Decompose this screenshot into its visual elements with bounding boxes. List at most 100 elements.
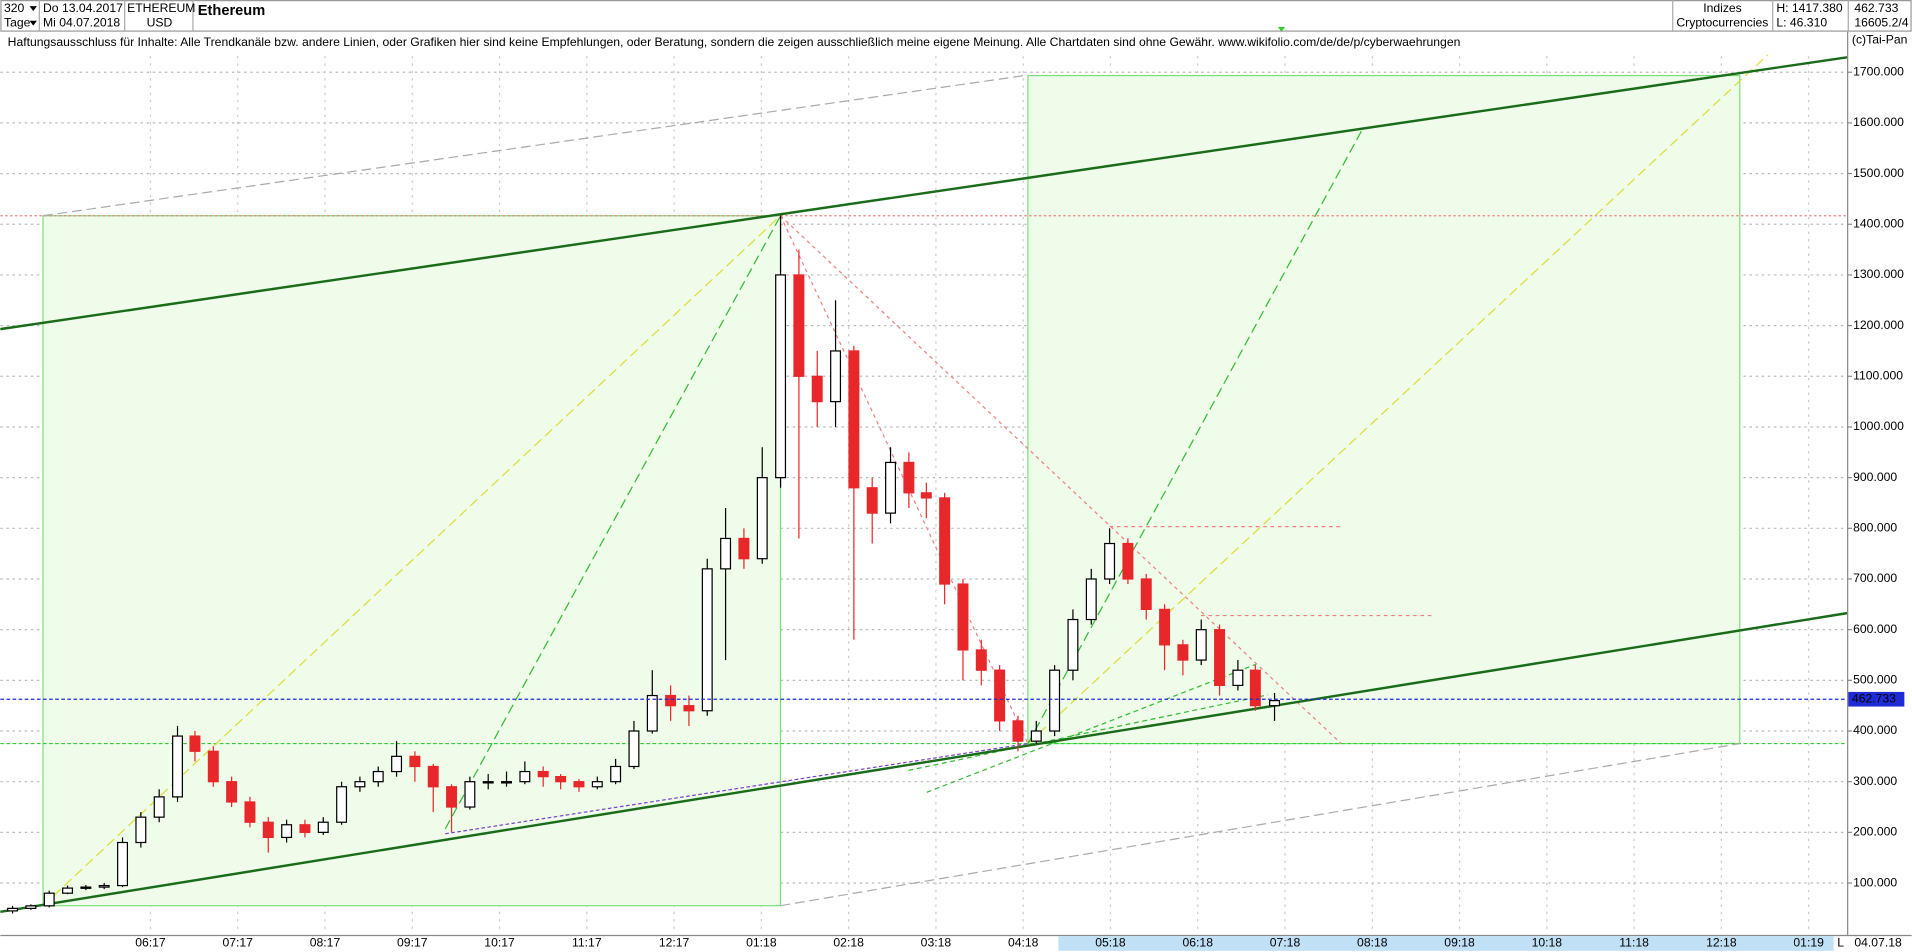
dline <box>42 215 781 907</box>
candle-body <box>1232 669 1244 687</box>
high: H: 1417.380 <box>1776 1 1843 15</box>
candle-body <box>391 755 403 773</box>
box <box>1027 74 1741 745</box>
candle-body <box>1067 618 1079 671</box>
dline <box>926 663 1257 793</box>
dline <box>42 74 1025 217</box>
volume: 16605.2/4 <box>1854 15 1908 29</box>
candle-body <box>646 694 658 732</box>
x-tick-label: 10:17 <box>484 936 515 950</box>
candle-body <box>1177 644 1189 661</box>
candle-body <box>519 770 531 783</box>
x-tick-label: 01:18 <box>746 936 777 950</box>
copyright: (c)Tai-Pan <box>1852 32 1907 46</box>
candle-body <box>1122 542 1134 580</box>
candle-body <box>117 841 129 887</box>
candle-body <box>866 487 878 514</box>
y-tick-label: 100.000 <box>1853 875 1897 889</box>
x-tick-label: 05:18 <box>1095 936 1126 950</box>
market: Cryptocurrencies <box>1676 15 1768 29</box>
candle-body <box>207 750 219 783</box>
currency: USD <box>147 15 173 29</box>
candle-body <box>1104 542 1116 580</box>
candle-body <box>1049 669 1061 732</box>
period[interactable]: 320 <box>4 1 25 15</box>
candle-body <box>80 886 92 889</box>
candle-body <box>1030 730 1042 742</box>
candle-body <box>665 694 677 707</box>
candle-body <box>555 776 567 783</box>
candle-body <box>501 781 513 784</box>
start-date: Do 13.04.2017 <box>43 1 123 15</box>
y-tick-label: 500.000 <box>1853 673 1897 687</box>
y-tick-label: 600.000 <box>1853 622 1897 636</box>
x-tick-label: 06:17 <box>135 936 166 950</box>
dline <box>908 694 1269 771</box>
candle-body <box>610 765 622 783</box>
end-date: Mi 04.07.2018 <box>43 15 120 29</box>
candle-body <box>153 796 165 818</box>
last: 462.733 <box>1854 1 1898 15</box>
candle-body <box>1012 720 1024 742</box>
drawings <box>0 54 1848 913</box>
candle-body <box>1140 578 1152 611</box>
low: L: 46.310 <box>1776 15 1827 29</box>
x-tick-label: 09:18 <box>1444 936 1475 950</box>
candle-body <box>43 892 55 907</box>
candle-body <box>793 274 805 377</box>
header: 320 Tage Do 13.04.2017 Mi 04.07.2018 ETH… <box>0 0 1912 32</box>
x-tick-label: 04:18 <box>1008 936 1039 950</box>
unit[interactable]: Tage <box>4 15 31 29</box>
y-tick-label: 1500.000 <box>1853 166 1904 180</box>
x-tick-label: 08:18 <box>1357 936 1388 950</box>
candle-body <box>244 801 256 823</box>
x-tick-label: 09:17 <box>397 936 428 950</box>
candle-body <box>957 583 969 651</box>
candle-body <box>591 781 603 788</box>
y-tick-label: 900.000 <box>1853 470 1897 484</box>
y-tick-label: 300.000 <box>1853 774 1897 788</box>
header-bar <box>0 0 1912 32</box>
x-tick-label: 10:18 <box>1532 936 1563 950</box>
x-tick-label: 08:17 <box>310 936 341 950</box>
candle-body <box>573 781 585 788</box>
y-tick-label: 1000.000 <box>1853 419 1904 433</box>
candle-body <box>738 537 750 560</box>
candle-body <box>189 735 201 752</box>
candle-body <box>299 824 311 833</box>
x-tick-label: 12:18 <box>1706 936 1737 950</box>
candle-body <box>1085 578 1097 621</box>
x-tick-label: 12:17 <box>659 936 690 950</box>
candle-body <box>317 821 329 833</box>
last-price-box <box>1848 691 1905 707</box>
candle-body <box>848 350 860 489</box>
candle-body <box>354 781 366 788</box>
x-tick-label: 06:18 <box>1183 936 1214 950</box>
candle-body <box>701 568 713 712</box>
candle-body <box>885 461 897 514</box>
dropdown-arrow[interactable] <box>29 20 37 26</box>
x-tick-label: 11:18 <box>1619 936 1649 950</box>
candle-body <box>446 786 458 808</box>
candle-body <box>427 765 439 788</box>
date-short: 04.07.18 <box>1854 936 1902 950</box>
trend-channel-lower <box>0 611 1848 913</box>
candle-body <box>262 821 274 839</box>
dline <box>1027 54 1769 745</box>
candle-body <box>1249 669 1261 707</box>
candle-body <box>62 887 74 894</box>
candle-body <box>683 705 695 712</box>
candle-body <box>172 735 183 798</box>
y-tick-label: 1200.000 <box>1853 318 1904 332</box>
x-tick-label: 02:18 <box>833 936 864 950</box>
dline <box>445 742 1029 835</box>
candle-body <box>537 770 549 778</box>
y-tick-label: 1400.000 <box>1853 216 1904 230</box>
x-tick-label: 07:18 <box>1270 936 1301 950</box>
dropdown-arrow[interactable] <box>29 6 37 11</box>
trend-channel-upper <box>0 56 1848 331</box>
candle-body <box>1195 629 1207 661</box>
candle-body <box>920 492 932 499</box>
